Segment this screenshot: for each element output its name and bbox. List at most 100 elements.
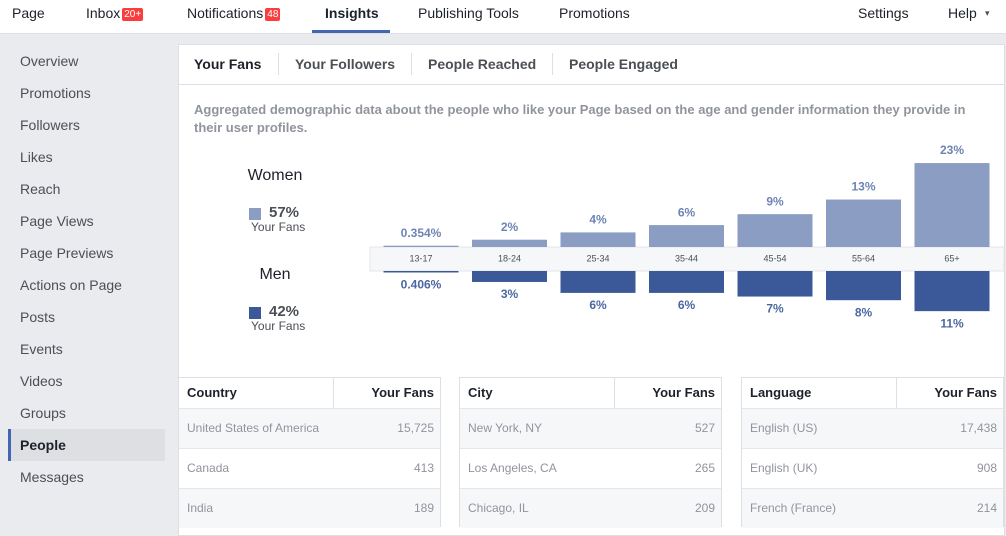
sidebar-item[interactable]: Page Previews (20, 245, 114, 261)
nav-item[interactable]: Promotions (559, 4, 630, 22)
tab-separator (552, 53, 553, 75)
legend-swatch (249, 208, 261, 220)
tab[interactable]: People Engaged (569, 56, 678, 72)
table-cell: 209 (694, 501, 715, 515)
value-label: 6% (589, 298, 607, 312)
help-caret: ▾ (985, 8, 990, 18)
table-row (742, 408, 1003, 448)
nav-label: Notifications (187, 5, 264, 21)
sidebar-item[interactable]: Promotions (20, 85, 91, 101)
active-indicator (312, 30, 390, 33)
legend-share: 42% (269, 303, 299, 320)
legend-name: Women (248, 167, 303, 184)
table-cell: 189 (413, 501, 434, 515)
nav-label: Page (12, 5, 45, 21)
sidebar-item[interactable]: Likes (20, 149, 53, 165)
bar (737, 214, 813, 247)
table-header: Language (750, 385, 812, 400)
table-cell: 214 (976, 501, 997, 515)
category-label: 55-64 (852, 253, 875, 263)
nav-item[interactable]: Help (948, 4, 977, 22)
sidebar-item[interactable]: Actions on Page (20, 277, 122, 293)
value-label: 4% (589, 213, 607, 227)
value-label: 23% (940, 143, 964, 157)
tab-separator (278, 53, 279, 75)
nav-item[interactable]: Inbox 20+ (86, 4, 144, 22)
sidebar-item[interactable]: Followers (20, 117, 80, 133)
table-cell: 413 (413, 461, 434, 475)
tab-divider (179, 84, 1004, 85)
legend-caption: Your Fans (251, 319, 305, 333)
table-header: Your Fans (371, 385, 434, 400)
table-cell: 265 (694, 461, 715, 475)
value-label: 8% (855, 305, 873, 319)
sidebar-item[interactable]: Reach (20, 181, 61, 197)
nav-item[interactable]: Publishing Tools (418, 4, 519, 22)
category-label: 45-54 (763, 253, 786, 263)
sidebar-item[interactable]: Overview (20, 53, 79, 69)
legend-share: 57% (269, 204, 299, 221)
table-header: Your Fans (652, 385, 715, 400)
table-row (460, 448, 721, 488)
age-gender-chart: 13-17 18-24 25-34 35-44 45-54 55-64 65+ Women 57… (248, 143, 1004, 333)
bar (826, 199, 901, 247)
table-header: Country (187, 385, 237, 400)
table-row (179, 488, 440, 528)
tab[interactable]: Your Followers (295, 56, 396, 72)
value-label: 0.354% (401, 226, 442, 240)
sidebar-item[interactable]: Groups (20, 405, 66, 421)
bar (472, 271, 547, 282)
table-row (179, 448, 440, 488)
nav-item[interactable]: Settings (858, 4, 909, 22)
table-cell: India (187, 501, 214, 515)
sidebar-item[interactable]: Videos (20, 373, 63, 389)
table-cell: Los Angeles, CA (468, 461, 557, 475)
value-label: 3% (501, 287, 519, 301)
category-label: 25-34 (586, 253, 609, 263)
category-label: 65+ (944, 253, 959, 263)
bar (826, 271, 901, 301)
bar (737, 271, 813, 297)
table-row (460, 488, 721, 528)
bar (649, 225, 724, 247)
tab[interactable]: People Reached (428, 56, 537, 72)
nav-item[interactable]: Page (12, 4, 45, 22)
header-divider (333, 378, 334, 408)
category-label: 13-17 (409, 253, 432, 263)
table: Language Your Fans English (US) 17,438 Engli… (741, 377, 1004, 528)
table-cell: Canada (187, 461, 230, 475)
bar (560, 232, 636, 247)
legend-swatch (249, 307, 261, 319)
sidebar-active (8, 429, 165, 461)
sidebar-item[interactable]: Posts (20, 309, 56, 325)
bar (914, 163, 990, 247)
nav-label: Publishing Tools (418, 5, 519, 21)
category-label: 35-44 (675, 253, 698, 263)
value-label: 9% (766, 194, 784, 208)
nav-item[interactable]: Insights (325, 4, 379, 22)
value-label: 6% (678, 205, 696, 219)
value-label: 6% (678, 298, 696, 312)
nav-label: Insights (325, 5, 379, 21)
sidebar-item[interactable]: Events (20, 341, 63, 357)
value-label: 0.406% (401, 278, 442, 292)
tab[interactable]: Your Fans (194, 56, 262, 72)
nav-label: Promotions (559, 5, 630, 21)
bar (383, 245, 459, 247)
sidebar-item[interactable]: Messages (20, 469, 84, 485)
bar (383, 271, 459, 273)
table-header: Your Fans (934, 385, 997, 400)
table-row (460, 408, 721, 448)
sidebar-item[interactable]: Page Views (20, 213, 94, 229)
table-row (179, 408, 440, 448)
nav-item[interactable]: Notifications 48 (187, 4, 281, 22)
tab-separator (411, 53, 412, 75)
nav-label: Inbox (86, 5, 121, 21)
value-label: 11% (940, 316, 964, 330)
legend-name: Men (259, 266, 290, 283)
sidebar-item[interactable]: People (20, 437, 66, 453)
table-cell: English (UK) (750, 461, 818, 475)
table-cell: 908 (976, 461, 997, 475)
bar (914, 271, 990, 312)
badge: 48 (265, 8, 281, 21)
